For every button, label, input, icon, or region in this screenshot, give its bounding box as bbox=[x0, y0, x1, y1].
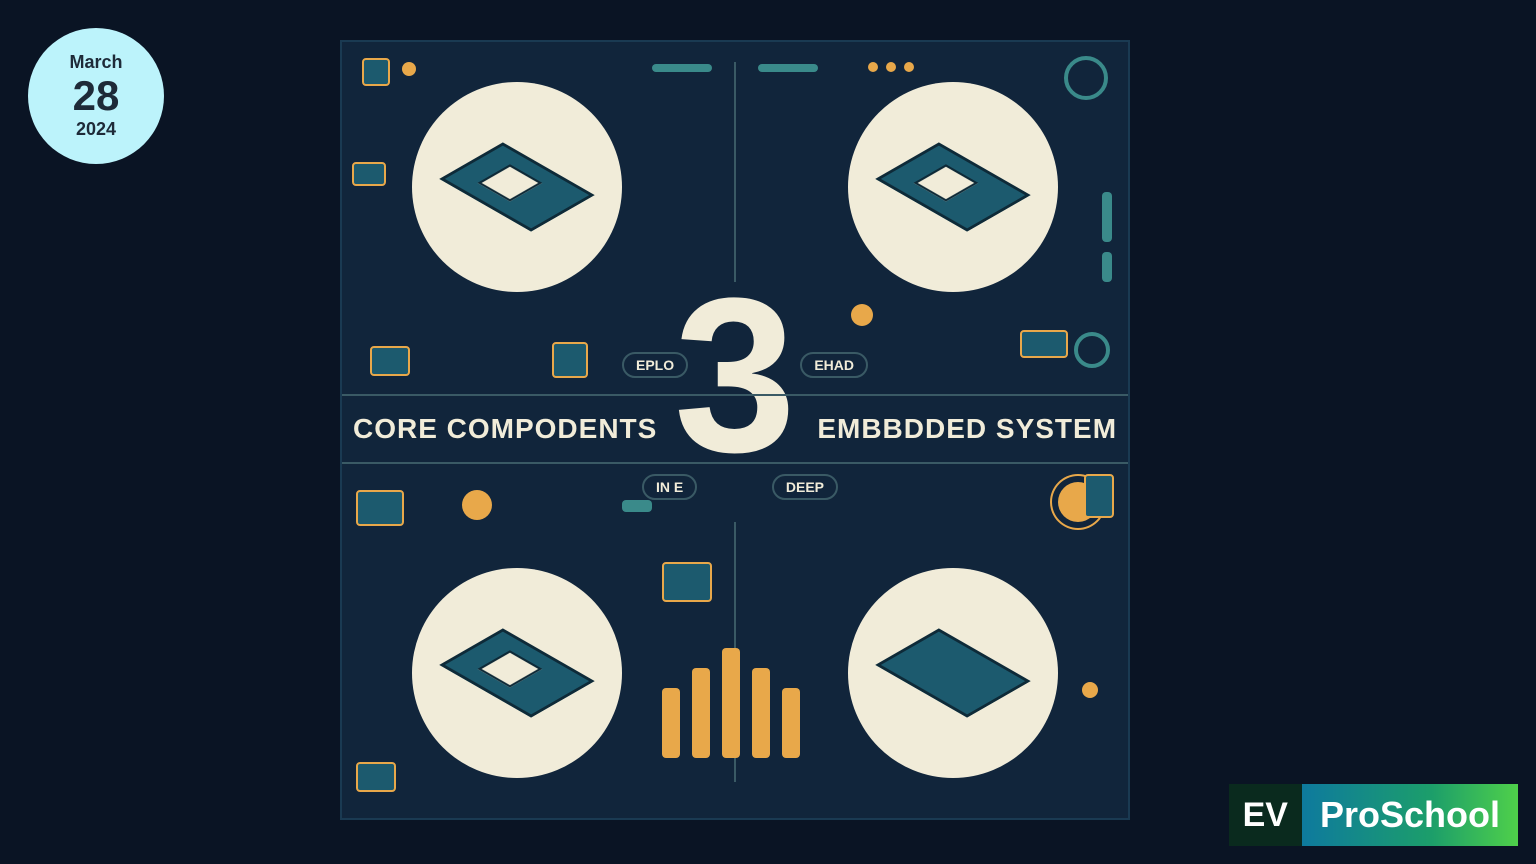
deco-icon bbox=[692, 668, 710, 758]
deco-icon bbox=[462, 490, 492, 520]
deco-icon bbox=[758, 64, 818, 72]
deco-icon bbox=[1082, 682, 1098, 698]
deco-icon bbox=[868, 62, 878, 72]
infographic-panel: 3 EPLO EHAD IN E DEEP CORE COMPODENTS EM… bbox=[340, 40, 1130, 820]
deco-icon bbox=[402, 62, 416, 76]
deco-icon bbox=[356, 490, 404, 526]
date-month: March bbox=[69, 52, 122, 73]
deco-icon bbox=[904, 62, 914, 72]
title-right: EMBBDDED SYSTEM bbox=[817, 413, 1117, 445]
deco-icon bbox=[652, 64, 712, 72]
deco-icon bbox=[356, 762, 396, 792]
date-badge: March 28 2024 bbox=[28, 28, 164, 164]
feature-circle-3 bbox=[412, 568, 622, 778]
deco-icon bbox=[722, 648, 740, 758]
deco-icon bbox=[1064, 56, 1108, 100]
deco-icon bbox=[370, 346, 410, 376]
deco-icon bbox=[362, 58, 390, 86]
pill-deep: DEEP bbox=[772, 474, 838, 500]
deco-icon bbox=[352, 162, 386, 186]
microcontroller-chip-icon bbox=[439, 142, 595, 231]
deco-icon bbox=[1102, 252, 1112, 282]
pill-eplo: EPLO bbox=[622, 352, 688, 378]
date-day: 28 bbox=[73, 75, 120, 117]
brand-logo: EV ProSchool bbox=[1229, 784, 1518, 846]
deco-icon bbox=[662, 688, 680, 758]
deco-icon bbox=[1084, 474, 1114, 518]
deco-icon bbox=[1102, 192, 1112, 242]
feature-circle-2 bbox=[848, 82, 1058, 292]
deco-icon bbox=[851, 304, 873, 326]
processor-chip-icon bbox=[875, 142, 1031, 231]
connector-line bbox=[734, 62, 736, 282]
deco-icon bbox=[782, 688, 800, 758]
logo-name: ProSchool bbox=[1302, 784, 1518, 846]
deco-icon bbox=[622, 500, 652, 512]
date-year: 2024 bbox=[76, 119, 116, 140]
title-row: CORE COMPODENTS EMBBDDED SYSTEM bbox=[342, 394, 1128, 464]
deco-icon bbox=[1020, 330, 1068, 358]
deco-icon bbox=[752, 668, 770, 758]
feature-circle-4 bbox=[848, 568, 1058, 778]
memory-chip-icon bbox=[439, 628, 595, 717]
deco-icon bbox=[1074, 332, 1110, 368]
deco-icon bbox=[662, 562, 712, 602]
deco-icon bbox=[886, 62, 896, 72]
feature-circle-1 bbox=[412, 82, 622, 292]
deco-icon bbox=[552, 342, 588, 378]
title-left: CORE COMPODENTS bbox=[353, 413, 657, 445]
ic-chip-icon bbox=[875, 628, 1031, 717]
pill-ehad: EHAD bbox=[800, 352, 868, 378]
logo-badge: EV bbox=[1229, 784, 1302, 846]
pill-ine: IN E bbox=[642, 474, 697, 500]
